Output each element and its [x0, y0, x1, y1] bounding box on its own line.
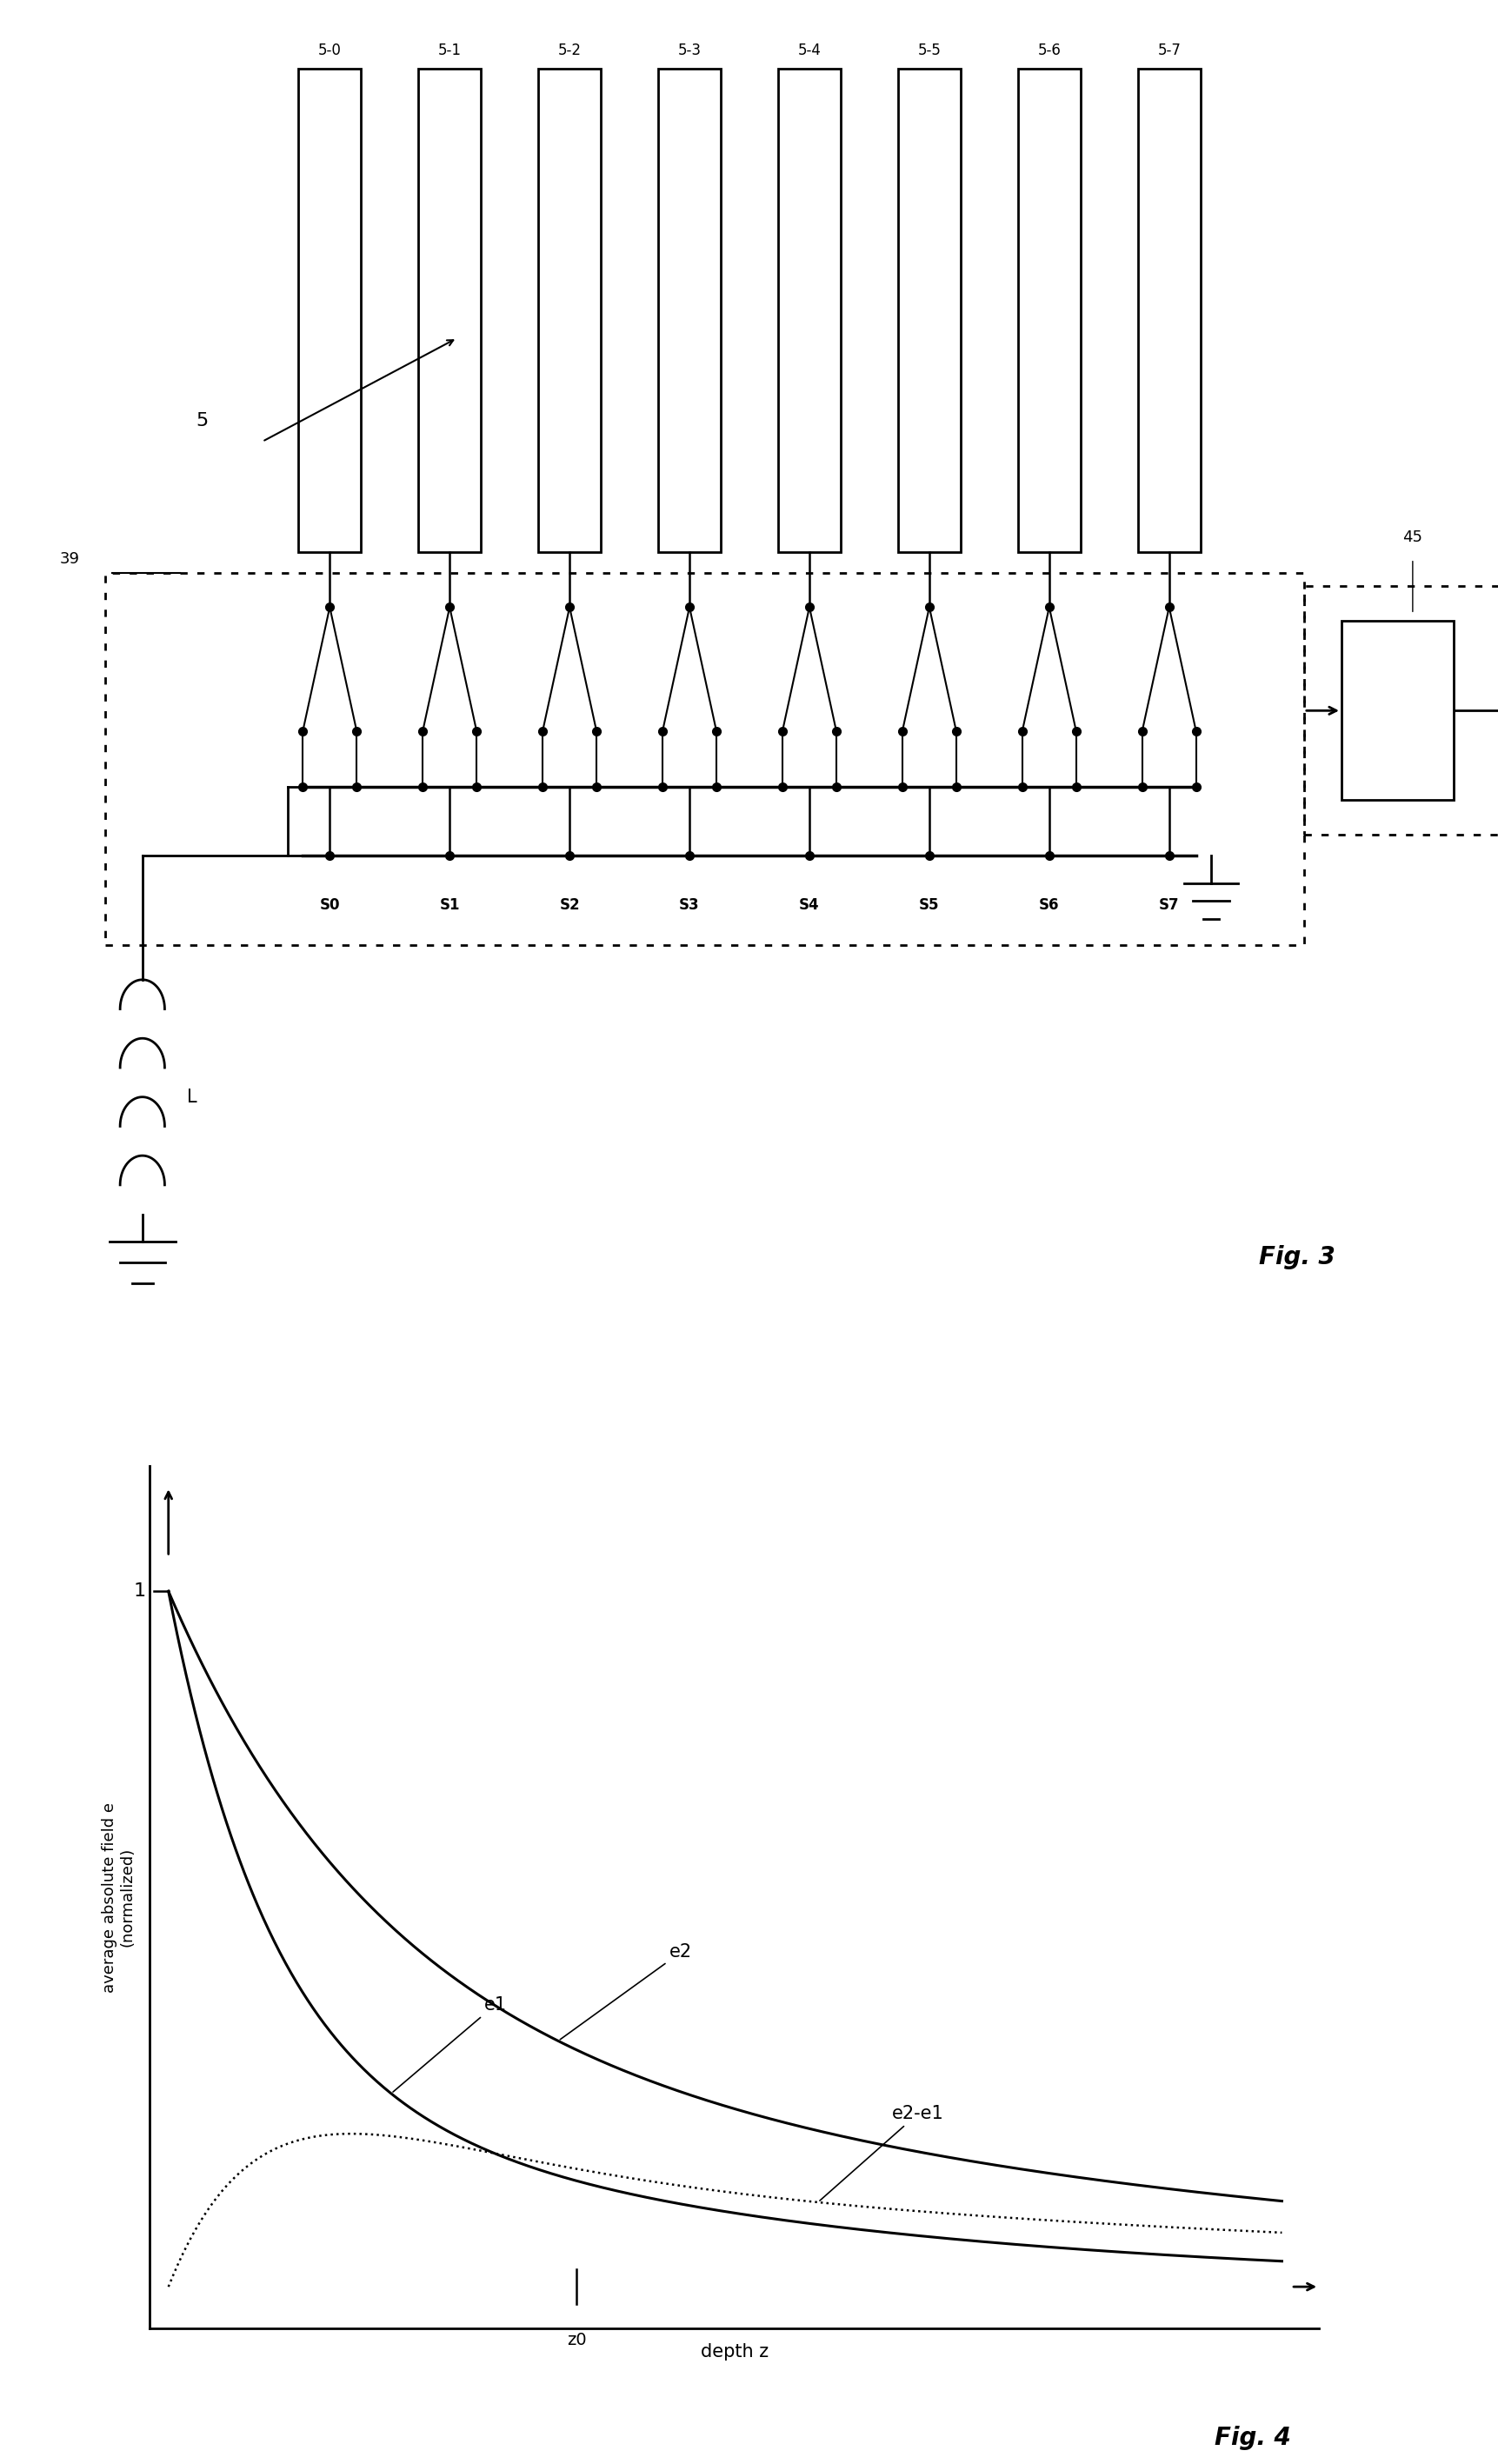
Bar	[298, 69, 361, 552]
Text: S7: S7	[1158, 897, 1179, 912]
Text: e1: e1	[392, 1996, 506, 2092]
Text: 5-6: 5-6	[1037, 42, 1061, 59]
Text: Fig. 3: Fig. 3	[1258, 1244, 1335, 1269]
Bar	[1303, 586, 1498, 835]
Bar	[658, 69, 721, 552]
Text: S2: S2	[559, 897, 580, 912]
Text: e2: e2	[560, 1944, 692, 2040]
Bar	[1137, 69, 1200, 552]
Text: 45: 45	[1402, 530, 1422, 545]
Text: 5-0: 5-0	[318, 42, 342, 59]
Bar	[105, 572, 1303, 946]
Text: L: L	[187, 1089, 198, 1106]
Text: S3: S3	[679, 897, 700, 912]
Text: S4: S4	[798, 897, 819, 912]
Text: Fig. 4: Fig. 4	[1215, 2427, 1290, 2449]
Bar	[897, 69, 960, 552]
Text: 1: 1	[133, 1582, 147, 1599]
Bar	[1017, 69, 1080, 552]
Text: S6: S6	[1038, 897, 1059, 912]
Text: 5: 5	[196, 411, 208, 429]
Text: S1: S1	[439, 897, 460, 912]
Bar	[418, 69, 481, 552]
Text: 5-7: 5-7	[1156, 42, 1180, 59]
Bar	[538, 69, 601, 552]
Text: 5-1: 5-1	[437, 42, 461, 59]
X-axis label: depth z: depth z	[700, 2343, 768, 2361]
Text: 5-4: 5-4	[797, 42, 821, 59]
Text: e2-e1: e2-e1	[819, 2104, 944, 2200]
Text: 5-5: 5-5	[917, 42, 941, 59]
Text: 5-3: 5-3	[677, 42, 701, 59]
Y-axis label: average absolute field e
(normalized): average absolute field e (normalized)	[102, 1801, 135, 1993]
Text: 39: 39	[60, 552, 79, 567]
Text: S5: S5	[918, 897, 939, 912]
Bar	[777, 69, 840, 552]
Text: 5-2: 5-2	[557, 42, 581, 59]
Text: z0: z0	[566, 2331, 586, 2348]
Text: S0: S0	[319, 897, 340, 912]
Bar	[1341, 621, 1453, 801]
